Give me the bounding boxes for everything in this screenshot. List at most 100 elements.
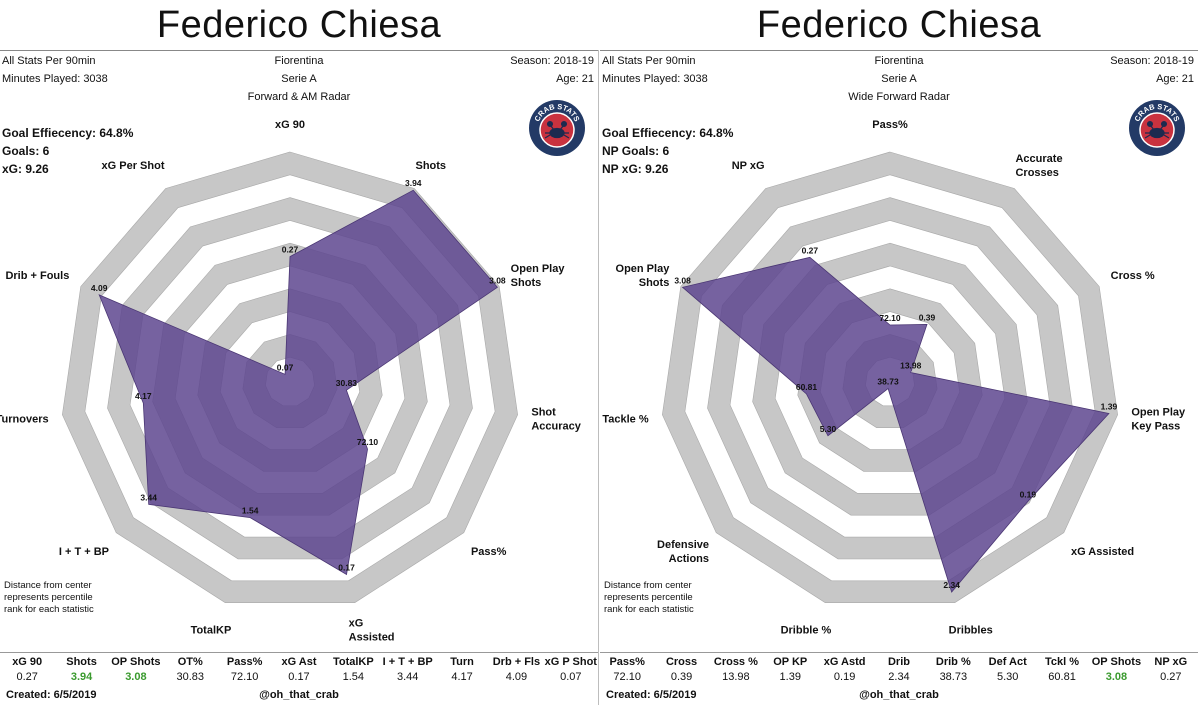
stat-header: OP KP [773, 656, 808, 668]
radar-axis-label: xG Per Shot [102, 160, 165, 172]
age: Age: 21 [1156, 73, 1194, 85]
note-line: Distance from center [604, 580, 692, 591]
league-name: Serie A [281, 73, 317, 85]
stat-value: 0.27 [1160, 671, 1182, 683]
stats-header-row: xG 90 Shots OP Shots OT% Pass% xG Ast TotalKP I… [0, 654, 598, 670]
radar-axis-label: Pass% [872, 119, 908, 131]
meta-center: Fiorentina Serie A Forward & AM Radar [0, 52, 598, 106]
author-handle: @oh_that_crab [859, 689, 939, 701]
note-line: Distance from center [4, 580, 92, 591]
stat-header: Turn [450, 656, 474, 668]
radar-value-label: 72.10 [357, 437, 379, 447]
stat-value: 0.27 [16, 671, 38, 683]
radar-value-label: 4.09 [91, 283, 108, 293]
radar-chart: 0.27 xG 90 3.94 Shots 3.08 Open Play Shots 30.8… [0, 119, 582, 644]
radar-axis-label: I + T + BP [59, 546, 109, 558]
stat-header: Drib [887, 656, 910, 668]
radar-value-label: 5.30 [820, 424, 837, 434]
stat-value: 0.17 [288, 671, 310, 683]
radar-axis-label: Shots [415, 160, 446, 172]
author-handle: @oh_that_crab [259, 689, 339, 701]
radar-value-label: 0.39 [919, 312, 936, 322]
age: Age: 21 [556, 73, 594, 85]
radar-value-label: 1.39 [1101, 401, 1118, 411]
created-date: Created: 6/5/2019 [606, 689, 697, 701]
note-line: rank for each statistic [604, 604, 694, 615]
radar-value-label: 30.83 [336, 378, 358, 388]
percentile-note: Distance from center represents percenti… [604, 580, 714, 616]
radar-value-label: 0.07 [277, 362, 294, 372]
radar-value-label: 13.98 [900, 361, 922, 371]
radar-axis-label: NP xG [732, 160, 765, 172]
meta-center: Fiorentina Serie A Wide Forward Radar [600, 52, 1198, 106]
stat-header: Cross % [713, 656, 758, 668]
radar-axis-label: Pass% [471, 546, 507, 558]
radar-axis-label: Open Play Shots [511, 263, 566, 289]
radar-axis-label: TotalKP [191, 625, 232, 637]
player-name-title: Federico Chiesa [156, 4, 442, 46]
stat-header: I + T + BP [382, 656, 433, 668]
stat-header: xG Astd [823, 656, 866, 668]
stat-value: 4.09 [505, 671, 528, 683]
radar-value-label: 60.81 [796, 382, 818, 392]
stat-header: Shots [66, 656, 97, 668]
radar-value-label: 4.17 [135, 391, 152, 401]
meta-left: All Stats Per 90min Minutes Played: 3038 [2, 52, 108, 88]
radar-value-label: 72.10 [879, 313, 901, 323]
stats-header-row: Pass% Cross Cross % OP KP xG Astd Drib Drib % D… [600, 654, 1198, 670]
stat-header: Def Act [988, 656, 1027, 668]
goals: Goals: 6 [2, 144, 50, 158]
radar-axis-label: xG Assisted [349, 618, 395, 644]
league-name: Serie A [881, 73, 917, 85]
stats-value-row: 72.10 0.39 13.98 1.39 0.19 2.34 38.73 5.30 60.81… [600, 670, 1198, 684]
stats-rule [600, 652, 1198, 653]
stat-value: 0.07 [560, 671, 582, 683]
stat-value: 5.30 [996, 671, 1019, 683]
stat-value: 30.83 [176, 671, 205, 683]
stat-value: 3.08 [1105, 671, 1128, 683]
stat-value: 13.98 [722, 671, 750, 683]
stat-header: Drb + Fls [492, 656, 541, 668]
stat-header: Tckl % [1045, 656, 1080, 668]
stat-value: 0.39 [670, 671, 693, 683]
radar-value-label: 1.54 [242, 506, 259, 516]
radar-chart: 72.10 Pass% 0.39 Accurate Crosses 13.98 Cross … [602, 119, 1186, 637]
radar-axis-label: Shot Accuracy [531, 407, 581, 433]
radar-value-label: 0.27 [802, 245, 819, 255]
radar-type: Forward & AM Radar [247, 91, 351, 103]
title-rule [600, 50, 1198, 51]
radar-axis-label: Accurate Crosses [1015, 153, 1062, 179]
radar-axis-label: Defensive Actions [657, 539, 709, 565]
stat-header: xG 90 [12, 656, 43, 668]
wide-forward-radar-panel: Federico Chiesa All Stats Per 90min Minu… [600, 0, 1198, 705]
radar-polygon [98, 189, 498, 576]
radar-value-label: 3.44 [140, 492, 157, 502]
crab-icon [1144, 120, 1170, 139]
radar-value-label: 38.73 [877, 377, 899, 387]
radar-value-label: 0.27 [282, 245, 299, 255]
radar-axis-label: xG Assisted [1071, 546, 1134, 558]
radar-axis-label: Dribble % [781, 625, 832, 637]
meta-right: Season: 2018-19 Age: 21 [1110, 52, 1194, 88]
stats-value-row: 0.27 3.94 3.08 30.83 72.10 0.17 1.54 3.44 4.17 4.… [0, 670, 598, 684]
panel-divider [598, 50, 599, 705]
note-line: represents percentile [604, 592, 693, 603]
note-line: rank for each statistic [4, 604, 94, 615]
radar-type: Wide Forward Radar [848, 91, 950, 103]
stat-value: 1.54 [342, 671, 365, 683]
stat-header: TotalKP [332, 656, 374, 668]
xg-total: xG: 9.26 [2, 162, 49, 176]
np-goals: NP Goals: 6 [602, 144, 670, 158]
radar-value-label: 2.34 [943, 580, 960, 590]
radar-value-label: 0.19 [1020, 489, 1037, 499]
season: Season: 2018-19 [510, 55, 594, 67]
crab-stats-logo: CRAB STATS [529, 100, 585, 156]
radar-value-label: 0.17 [338, 563, 355, 573]
meta-right: Season: 2018-19 Age: 21 [510, 52, 594, 88]
stat-value: 72.10 [613, 671, 641, 683]
stat-header: xG Ast [281, 656, 317, 668]
per90-note: All Stats Per 90min [602, 55, 696, 67]
minutes-played: Minutes Played: 3038 [602, 73, 708, 85]
crab-icon [544, 120, 570, 139]
